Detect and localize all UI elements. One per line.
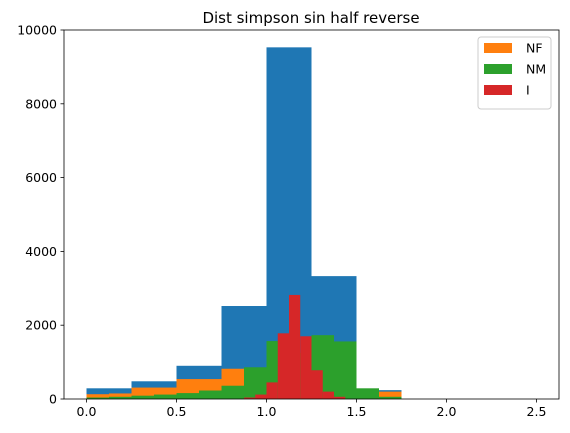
histogram-bar bbox=[199, 390, 222, 399]
axes-layer: 0.0 0.5 1.0 1.5 2.0 2.5 0 2000 4000 6000 8000 10000 bbox=[17, 23, 560, 419]
legend-swatch bbox=[484, 43, 512, 53]
y-tick-label: 4000 bbox=[25, 244, 57, 259]
histogram-bar bbox=[322, 391, 334, 399]
legend-label: NF bbox=[526, 41, 543, 56]
y-tick-label: 8000 bbox=[25, 96, 57, 111]
histogram-bar bbox=[131, 395, 154, 399]
y-tick-label: 10000 bbox=[17, 23, 57, 38]
histogram-bar bbox=[109, 393, 132, 399]
x-tick-label: 0.0 bbox=[77, 404, 97, 419]
legend-swatch bbox=[484, 85, 512, 95]
histogram-bar bbox=[255, 394, 267, 399]
histogram-bar bbox=[109, 396, 132, 399]
histogram-bar bbox=[334, 396, 346, 399]
histogram-bar bbox=[334, 341, 357, 399]
legend-label: NM bbox=[526, 62, 546, 77]
legend: NF NM I bbox=[477, 36, 552, 110]
y-tick-label: 2000 bbox=[25, 318, 57, 333]
histogram-bar bbox=[176, 393, 199, 399]
x-tick-label: 2.0 bbox=[437, 404, 457, 419]
histogram-bar bbox=[244, 367, 267, 399]
x-tick-label: 1.5 bbox=[347, 404, 367, 419]
histogram-bar bbox=[86, 394, 109, 399]
x-tick-label: 0.5 bbox=[167, 404, 187, 419]
histogram-bar bbox=[311, 370, 323, 399]
y-tick-label: 0 bbox=[49, 392, 57, 407]
histogram-bar bbox=[277, 333, 289, 399]
plot-frame bbox=[63, 29, 560, 400]
legend-swatch bbox=[484, 64, 512, 74]
histogram-bar bbox=[244, 397, 256, 399]
x-tick-label: 1.0 bbox=[257, 404, 277, 419]
series-i bbox=[244, 294, 346, 399]
legend-label: I bbox=[526, 83, 530, 98]
bars-layer bbox=[86, 47, 402, 400]
histogram-bar bbox=[86, 397, 109, 399]
histogram-bar bbox=[154, 394, 177, 399]
y-tick-label: 6000 bbox=[25, 170, 57, 185]
histogram-bar bbox=[221, 385, 244, 399]
x-tick-label: 2.5 bbox=[527, 404, 547, 419]
histogram-bar bbox=[356, 388, 379, 399]
histogram-bar bbox=[300, 336, 312, 399]
chart-title: Dist simpson sin half reverse bbox=[202, 9, 419, 27]
histogram-bar bbox=[379, 396, 402, 399]
histogram-bar bbox=[131, 387, 177, 399]
histogram-bar bbox=[266, 382, 278, 399]
histogram-bar bbox=[289, 294, 301, 399]
